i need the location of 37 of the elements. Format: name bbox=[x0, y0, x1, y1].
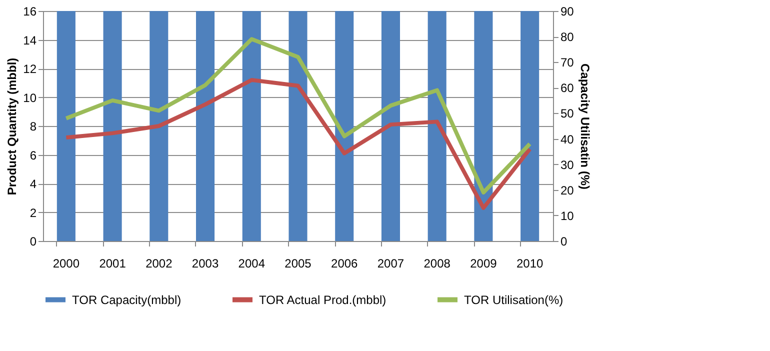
legend-label: TOR Actual Prod.(mbbl) bbox=[259, 292, 386, 307]
x-tick-label: 2006 bbox=[331, 256, 358, 270]
y2-tick-label: 70 bbox=[560, 56, 574, 70]
y-tick-label: 6 bbox=[30, 148, 37, 162]
y2-tick-label: 30 bbox=[560, 158, 574, 172]
y2-tick-label: 0 bbox=[560, 234, 568, 248]
x-tick-label: 2004 bbox=[238, 256, 266, 270]
y2-tick-label: 40 bbox=[560, 132, 574, 146]
y-axis-title: Product Quantity (mbbl) bbox=[5, 58, 20, 196]
y-tick-label: 14 bbox=[23, 33, 37, 48]
y-tick-label: 12 bbox=[23, 62, 37, 76]
y2-tick-label: 50 bbox=[560, 106, 574, 121]
x-tick-label: 2001 bbox=[99, 256, 126, 270]
line-series bbox=[64, 78, 532, 210]
y2-tick-label: 60 bbox=[560, 81, 574, 96]
line-series bbox=[64, 37, 532, 194]
x-tick-label: 2007 bbox=[377, 256, 404, 270]
y-tick-label: 16 bbox=[23, 4, 37, 18]
y2-tick-label: 80 bbox=[560, 30, 574, 44]
y-tick-label: 0 bbox=[30, 234, 37, 248]
legend-label: TOR Capacity(mbbl) bbox=[72, 292, 182, 307]
y-tick-label: 10 bbox=[23, 90, 37, 105]
y-tick-label: 2 bbox=[30, 206, 37, 220]
x-tick-label: 2005 bbox=[284, 256, 312, 270]
x-tick-label: 2010 bbox=[516, 256, 544, 270]
y2-tick-label: 90 bbox=[560, 4, 574, 18]
y2-tick-label: 10 bbox=[560, 208, 574, 223]
x-tick-label: 2003 bbox=[192, 256, 219, 270]
x-tick-label: 2009 bbox=[470, 256, 498, 270]
x-tick-label: 2002 bbox=[146, 256, 173, 270]
y-tick-label: 4 bbox=[30, 177, 37, 191]
y2-tick-label: 20 bbox=[560, 183, 574, 198]
y-tick-label: 8 bbox=[30, 120, 37, 134]
y2-axis-title: Capacity Utilisatin (%) bbox=[578, 63, 592, 190]
legend-label: TOR Utilisation(%) bbox=[464, 292, 564, 307]
x-tick-label: 2008 bbox=[424, 256, 451, 270]
x-tick-label: 2000 bbox=[52, 256, 80, 270]
